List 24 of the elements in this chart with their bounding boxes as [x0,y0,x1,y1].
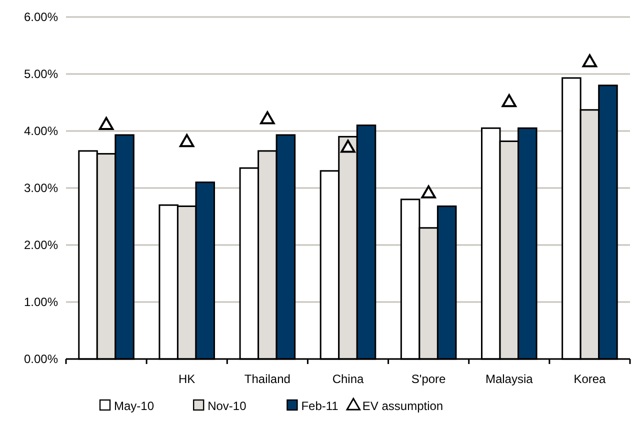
y-tick-label: 0.00% [24,352,58,366]
point [502,94,516,108]
y-tick-label: 2.00% [24,238,58,252]
x-tick-label: Thailand [244,372,290,386]
legend-label: May-10 [114,399,154,413]
legend-label: EV assumption [362,399,444,413]
y-tick-label: 1.00% [24,295,58,310]
x-tick-label: Malaysia [485,372,534,386]
y-tick-label: 4.00% [24,124,58,138]
legend-label: Feb-11 [301,399,339,413]
point [421,185,436,198]
point [98,116,114,130]
legend-label: Nov-10 [208,399,247,413]
y-tick-label: 5.00% [24,67,58,82]
point [340,140,356,153]
y-tick-label: 6.00% [24,10,58,24]
x-tick-label: Korea [574,372,606,386]
point [582,54,598,68]
x-tick-label: S'pore [411,372,446,386]
x-tick-label: China [332,372,364,386]
point [180,134,194,148]
point [260,111,275,124]
y-tick-label: 3.00% [24,181,58,196]
x-tick-label: HK [178,372,196,386]
